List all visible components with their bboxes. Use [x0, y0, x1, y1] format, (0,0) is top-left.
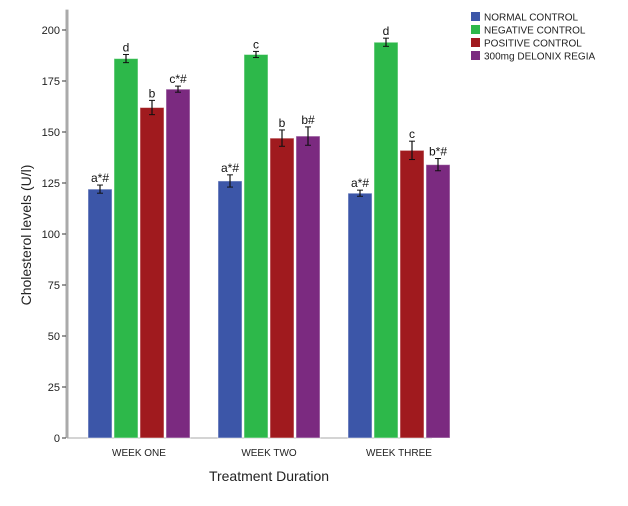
y-tick-label: 0 [54, 433, 60, 445]
data-label: b [279, 116, 286, 130]
data-label: d [383, 24, 390, 38]
legend-swatch [471, 25, 480, 34]
data-label: c [253, 37, 259, 51]
data-label: c*# [169, 72, 187, 86]
bar [113, 58, 139, 439]
bar [139, 107, 165, 439]
data-label: b*# [429, 145, 447, 159]
legend-label: NEGATIVE CONTROL [484, 26, 586, 37]
bars: a*# d b c*# a*# c b b# a*# d c b*# [87, 24, 451, 439]
legend-swatch [471, 38, 480, 47]
bar [243, 53, 269, 439]
x-axis-label: Treatment Duration [209, 468, 329, 484]
y-tick-label: 175 [42, 76, 60, 88]
data-label: b [149, 86, 156, 100]
y-tick-label: 100 [42, 229, 60, 241]
data-label: c [409, 127, 415, 141]
bar [87, 188, 113, 439]
x-tick-label: WEEK TWO [241, 448, 297, 459]
bar [425, 164, 451, 439]
bar [373, 41, 399, 439]
x-tick-label: WEEK ONE [112, 448, 166, 459]
data-label: a*# [351, 176, 369, 190]
bar [295, 135, 321, 439]
y-tick-label: 150 [42, 127, 60, 139]
data-label: a*# [91, 171, 109, 185]
legend-label: NORMAL CONTROL [484, 13, 579, 24]
legend-label: 300mg DELONIX REGIA [484, 52, 595, 63]
legend: NORMAL CONTROL NEGATIVE CONTROL POSITIVE C… [471, 12, 595, 63]
axes: 0 25 50 75 100 125 150 175 200 WEEK ONE WEEK TWO WE… [42, 9, 432, 459]
y-tick-label: 25 [48, 382, 60, 394]
y-tick-label: 75 [48, 280, 60, 292]
bar [217, 180, 243, 439]
bar [269, 137, 295, 439]
data-label: d [123, 40, 130, 54]
y-tick-label: 50 [48, 331, 60, 343]
legend-swatch [471, 51, 480, 60]
legend-swatch [471, 12, 480, 21]
bar [347, 192, 373, 439]
y-tick-label: 125 [42, 178, 60, 190]
bar [399, 149, 425, 439]
x-tick-label: WEEK THREE [366, 448, 432, 459]
y-tick-label: 200 [42, 25, 60, 37]
data-label: a*# [221, 161, 239, 175]
data-label: b# [301, 113, 315, 127]
bar [165, 88, 191, 439]
y-axis-label: Cholesterol levels (U/l) [18, 165, 34, 306]
legend-label: POSITIVE CONTROL [484, 39, 582, 50]
